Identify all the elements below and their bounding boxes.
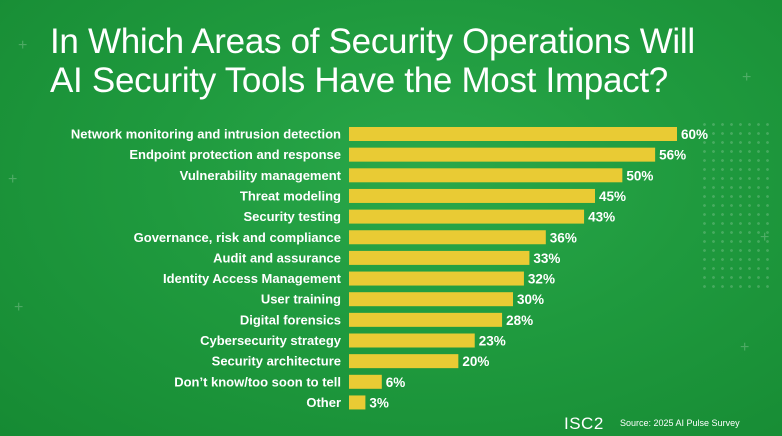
bar xyxy=(349,188,595,203)
category-label: Identity Access Management xyxy=(163,271,342,286)
value-label: 3% xyxy=(369,395,389,410)
category-label: Endpoint protection and response xyxy=(129,147,341,162)
plus-decoration-icon: + xyxy=(740,339,750,356)
category-label: Audit and assurance xyxy=(213,250,341,265)
plus-decoration-icon: + xyxy=(742,69,752,86)
plus-decoration-icon: + xyxy=(18,37,28,54)
category-label: Vulnerability management xyxy=(180,168,342,183)
category-label: Digital forensics xyxy=(240,312,341,327)
value-label: 20% xyxy=(462,354,489,369)
category-label: Other xyxy=(306,395,341,410)
plus-decoration-icon: + xyxy=(8,171,18,188)
value-label: 50% xyxy=(626,168,653,183)
bar xyxy=(349,230,546,245)
bar xyxy=(349,147,656,162)
bar xyxy=(349,250,530,265)
value-label: 28% xyxy=(506,313,533,328)
bar xyxy=(349,354,459,369)
value-label: 32% xyxy=(528,272,555,287)
category-label: Network monitoring and intrusion detecti… xyxy=(71,127,341,142)
source-note: Source: 2025 AI Pulse Survey xyxy=(620,418,740,428)
bar xyxy=(349,168,623,183)
bar xyxy=(349,127,677,141)
bar xyxy=(349,312,503,327)
value-label: 6% xyxy=(386,375,406,390)
value-label: 45% xyxy=(599,189,626,204)
bar xyxy=(349,209,585,224)
chart-title: In Which Areas of Security Operations Wi… xyxy=(50,22,750,100)
title-line-1: In Which Areas of Security Operations Wi… xyxy=(50,22,695,61)
category-label: Security testing xyxy=(243,209,341,224)
bar xyxy=(349,395,366,410)
value-label: 36% xyxy=(550,230,577,245)
value-label: 33% xyxy=(533,251,560,266)
title-line-2: AI Security Tools Have the Most Impact? xyxy=(50,61,668,100)
value-label: 23% xyxy=(479,334,506,349)
category-label: Governance, risk and compliance xyxy=(134,230,341,245)
value-label: 56% xyxy=(659,148,686,163)
category-label: User training xyxy=(261,292,341,307)
bar xyxy=(349,271,524,286)
bar xyxy=(349,374,382,389)
bar xyxy=(349,292,513,307)
plus-decoration-icon: + xyxy=(760,230,769,246)
bar xyxy=(349,333,475,348)
category-label: Cybersecurity strategy xyxy=(200,333,342,348)
value-label: 60% xyxy=(681,127,708,142)
value-label: 43% xyxy=(588,210,615,225)
plus-decoration-icon: + xyxy=(14,299,24,316)
category-label: Don’t know/too soon to tell xyxy=(174,374,341,389)
category-label: Security architecture xyxy=(212,354,341,369)
value-label: 30% xyxy=(517,292,544,307)
dot-pattern-decoration xyxy=(700,120,770,290)
isc2-logo: ISC2 xyxy=(564,414,604,433)
category-label: Threat modeling xyxy=(240,188,341,203)
